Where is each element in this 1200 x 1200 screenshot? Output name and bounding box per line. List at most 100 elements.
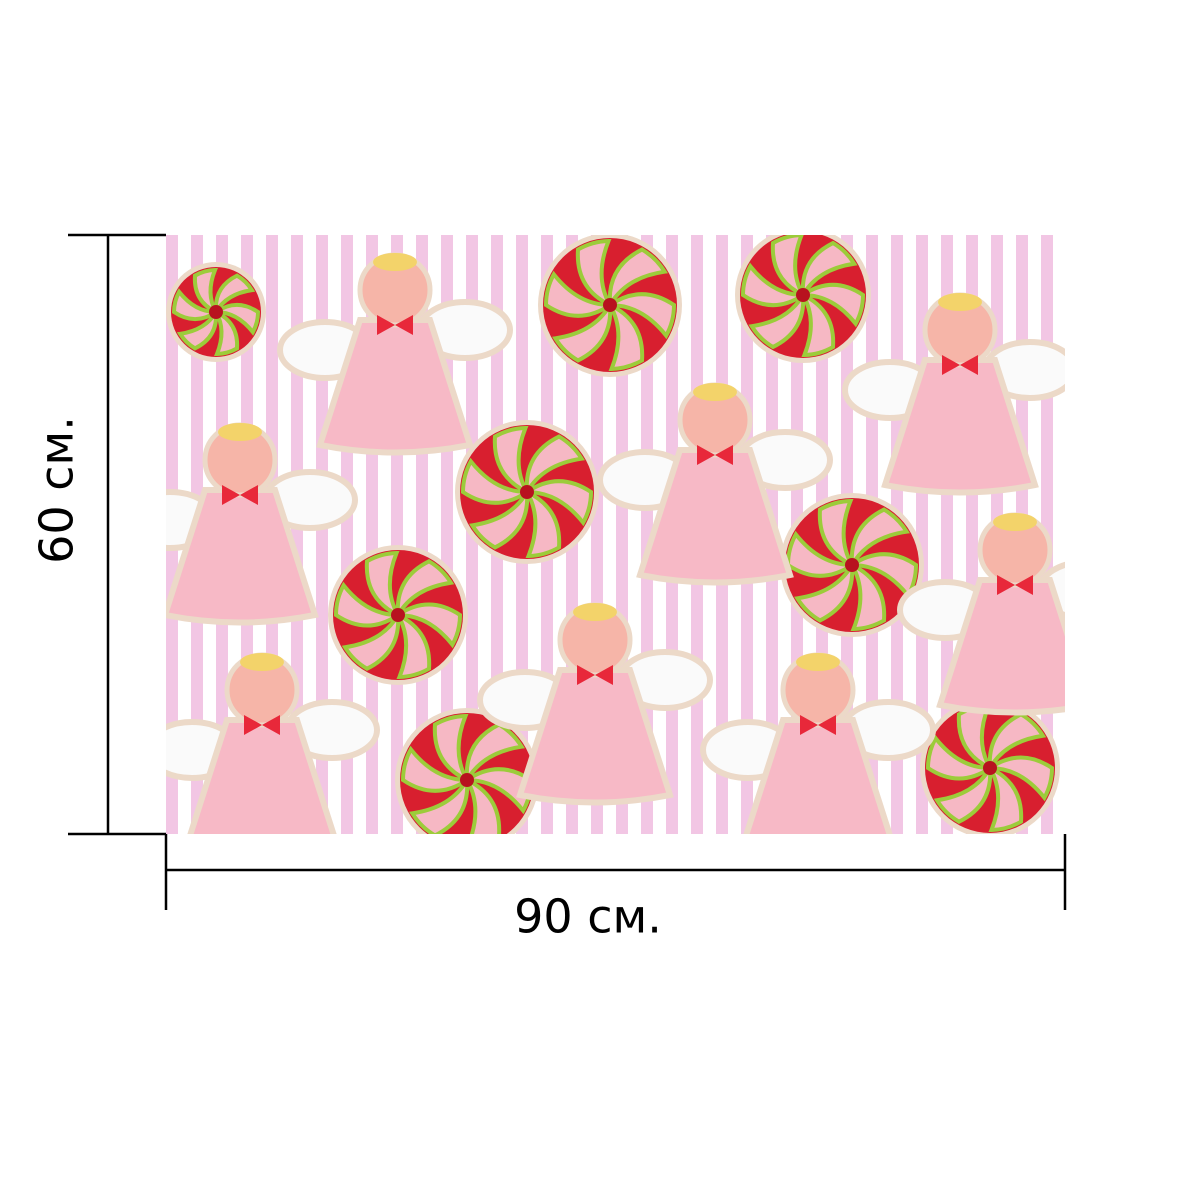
peppermint-cookie <box>735 235 871 363</box>
dress <box>187 717 337 834</box>
swirl <box>849 507 910 567</box>
swirl <box>465 778 502 834</box>
swirl <box>608 303 645 372</box>
dress <box>743 717 893 834</box>
peppermint-cookie <box>455 420 599 564</box>
swirl <box>396 602 463 649</box>
swirl <box>396 613 432 680</box>
swirl <box>850 563 887 632</box>
cookies <box>166 235 1065 834</box>
bow <box>800 715 836 735</box>
center-bead <box>209 305 223 319</box>
swirl <box>770 235 805 297</box>
swirl <box>524 434 585 494</box>
center-bead <box>391 608 405 622</box>
bow <box>697 445 733 465</box>
bow <box>997 575 1033 595</box>
swirl <box>214 302 261 336</box>
swirl <box>801 293 836 358</box>
swirl <box>987 712 1047 770</box>
swirl <box>214 310 240 357</box>
halo <box>993 513 1037 531</box>
swirl <box>794 563 855 623</box>
angel-cookie <box>477 602 713 806</box>
swirl <box>525 479 594 527</box>
angel-cookie <box>277 252 513 456</box>
halo <box>218 423 262 441</box>
swirl <box>748 293 806 350</box>
swirl <box>176 310 219 351</box>
halo <box>796 653 840 671</box>
swirl <box>460 457 529 505</box>
swirl <box>171 288 218 322</box>
dress <box>516 667 674 806</box>
bow <box>244 715 280 735</box>
center-bead <box>460 773 474 787</box>
swirl <box>801 282 866 328</box>
swirl <box>740 262 805 308</box>
peppermint-cookie <box>538 235 682 377</box>
dress <box>316 317 474 456</box>
halo <box>573 603 617 621</box>
center-bead <box>983 761 997 775</box>
swirl <box>341 613 401 671</box>
bow <box>377 315 413 335</box>
dress <box>636 447 794 586</box>
peppermint-cookie <box>328 545 468 685</box>
center-bead <box>845 558 859 572</box>
swirl <box>933 766 993 824</box>
swirl <box>333 581 400 628</box>
dress <box>166 487 319 626</box>
swirl <box>850 552 919 600</box>
bow <box>222 485 258 505</box>
swirl <box>552 303 613 363</box>
bow <box>942 355 978 375</box>
swirl <box>800 240 858 297</box>
swirl <box>464 722 525 782</box>
swirl <box>817 498 854 567</box>
swirl <box>543 270 612 318</box>
dress <box>936 577 1065 716</box>
swirl <box>575 238 612 307</box>
swirl <box>469 490 530 550</box>
peppermint-cookie <box>395 708 539 834</box>
halo <box>240 653 284 671</box>
angel-cookie <box>897 512 1065 716</box>
swirl <box>364 550 400 617</box>
peppermint-cookie <box>920 698 1060 834</box>
swirl <box>608 292 677 340</box>
peppermint-cookie <box>166 262 266 362</box>
angel-cookie <box>700 652 936 834</box>
swirl <box>395 559 455 617</box>
swirl <box>607 247 668 307</box>
peppermint-cookie <box>780 493 924 637</box>
halo <box>693 383 737 401</box>
center-bead <box>796 288 810 302</box>
halo <box>938 293 982 311</box>
dress <box>881 357 1039 496</box>
photo <box>166 235 1065 834</box>
swirl <box>785 530 854 578</box>
center-bead <box>520 485 534 499</box>
swirl <box>525 490 562 559</box>
swirl <box>988 755 1055 802</box>
angel-cookie <box>166 652 380 834</box>
angel-cookie <box>597 382 833 586</box>
swirl <box>492 425 529 494</box>
angel-cookie <box>842 292 1065 496</box>
height-label: 60 см. <box>30 416 84 564</box>
swirl <box>192 267 218 314</box>
swirl <box>988 766 1024 833</box>
width-label: 90 см. <box>514 890 662 944</box>
swirl <box>213 273 256 314</box>
center-bead <box>603 298 617 312</box>
swirl <box>432 713 469 782</box>
swirl <box>409 778 470 834</box>
angel-cookie <box>166 422 358 626</box>
halo <box>373 253 417 271</box>
swirl <box>925 734 992 781</box>
bow <box>577 665 613 685</box>
swirl <box>400 745 469 793</box>
